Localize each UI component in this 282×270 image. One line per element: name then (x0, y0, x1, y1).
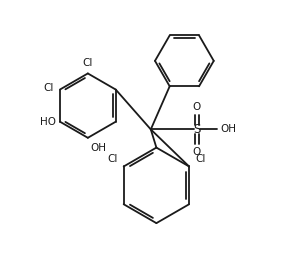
Text: Cl: Cl (43, 83, 54, 93)
Text: Cl: Cl (107, 154, 118, 164)
Text: Cl: Cl (83, 58, 93, 68)
Text: S: S (193, 123, 201, 136)
Text: OH: OH (91, 143, 107, 153)
Text: O: O (193, 102, 201, 112)
Text: Cl: Cl (195, 154, 206, 164)
Text: OH: OH (220, 124, 236, 134)
Text: O: O (193, 147, 201, 157)
Text: HO: HO (40, 117, 56, 127)
